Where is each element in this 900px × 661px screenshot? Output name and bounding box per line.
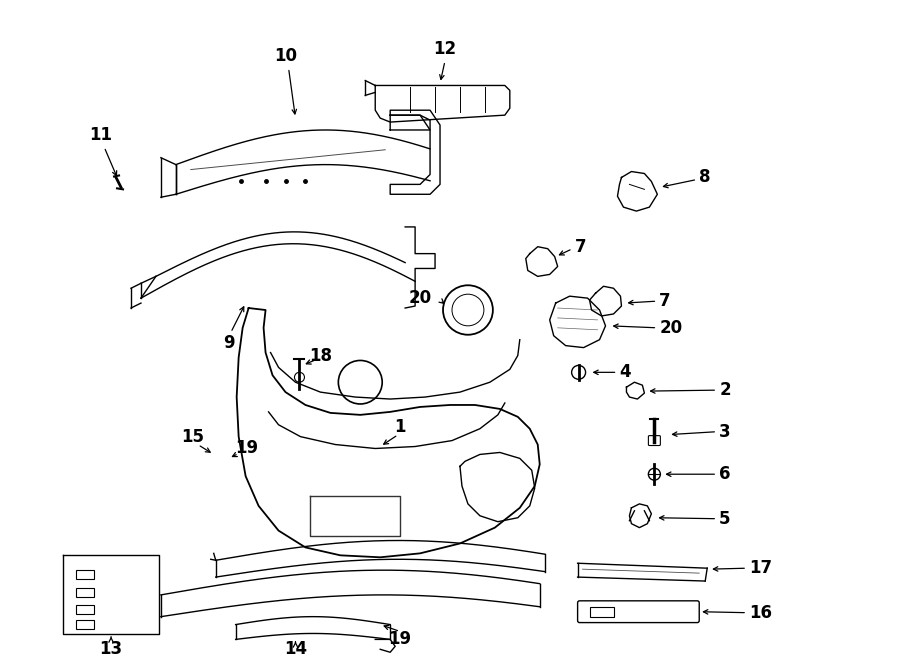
- Text: 5: 5: [719, 510, 731, 527]
- Text: 20: 20: [409, 289, 432, 307]
- Text: 4: 4: [619, 364, 631, 381]
- Text: 12: 12: [434, 40, 456, 58]
- Text: 2: 2: [719, 381, 731, 399]
- Bar: [76, 619, 94, 629]
- Text: 14: 14: [284, 641, 307, 658]
- Text: 16: 16: [749, 603, 772, 622]
- Text: 13: 13: [100, 641, 122, 658]
- Bar: [76, 588, 94, 597]
- Text: 9: 9: [223, 334, 235, 352]
- Text: 19: 19: [389, 631, 411, 648]
- Text: 7: 7: [574, 238, 586, 256]
- Text: 18: 18: [309, 346, 332, 364]
- Text: 7: 7: [660, 292, 671, 310]
- Text: 11: 11: [90, 126, 112, 144]
- Text: 20: 20: [660, 319, 682, 337]
- Bar: [76, 570, 94, 579]
- Bar: [76, 605, 94, 613]
- Text: 3: 3: [719, 422, 731, 441]
- Text: 6: 6: [719, 465, 731, 483]
- Text: 1: 1: [394, 418, 406, 436]
- Text: 17: 17: [749, 559, 772, 577]
- Text: 19: 19: [236, 440, 259, 457]
- Text: 8: 8: [699, 169, 711, 186]
- Text: 15: 15: [181, 428, 204, 446]
- Text: 10: 10: [274, 47, 297, 65]
- Bar: [590, 607, 615, 617]
